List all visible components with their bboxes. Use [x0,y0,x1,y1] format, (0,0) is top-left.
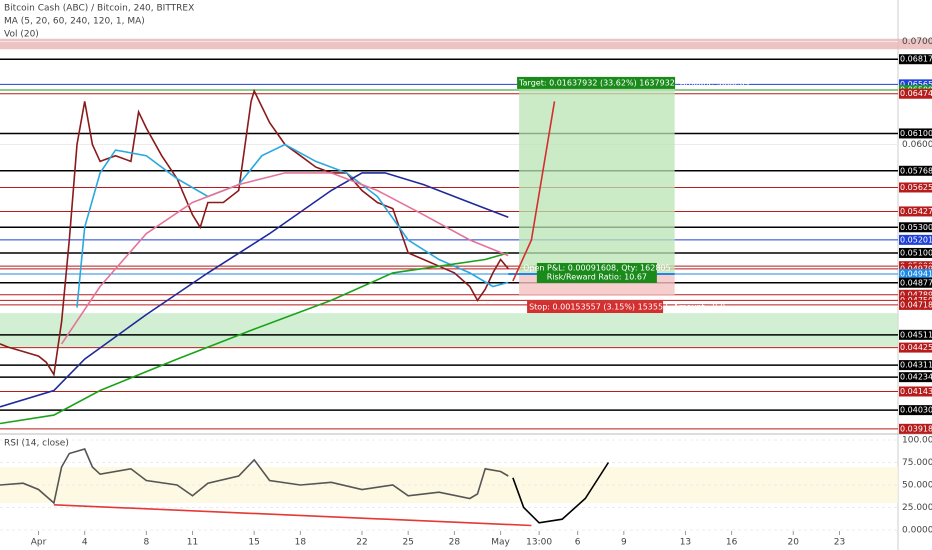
price-tag-label: 0.04511114 [900,330,932,339]
price-tag [899,263,932,274]
series-line [0,252,509,425]
price-tag-label: 0.04234051 [900,373,932,382]
x-tick-label: 20 [788,538,800,548]
pnl-box [536,262,657,283]
price-tag-label: 0.04718135 [900,300,932,309]
x-tick-label: 16 [726,538,738,548]
y-tick-label: 0.07000000 [902,37,932,47]
price-tag-label: 0.06565265 [900,80,932,89]
stop-box [527,301,664,314]
price-tag-label: 0.05427122 [900,207,932,216]
ratio-text: Risk/Reward Ratio: 10.67 [547,272,647,281]
price-tag-label: 0.04143997 [900,387,932,396]
price-tag-label: 0.04030000 [900,406,932,415]
x-tick-label: 8 [143,538,149,548]
price-tag-label: 0.03918634 [900,424,932,433]
price-tag-label: 0.04425885 [900,343,932,352]
price-tag-label: 0.05100000 [900,248,932,257]
price-tag [899,222,932,233]
x-tick-label: 15 [248,538,259,548]
x-tick-label: 4 [82,538,88,548]
price-tag [899,88,932,99]
price-tag [899,182,932,193]
x-tick-label: Apr [31,538,47,548]
target-text: Target: 0.01637932 (33.62%) 1637932, Amo… [518,78,750,87]
price-tag [899,289,932,300]
series-line [512,462,610,524]
stop-text: Stop: 0.00153557 (3.15%) 153557, Amount:… [529,303,725,312]
price-tag [899,247,932,258]
price-tag-label: 0.06474000 [900,89,932,98]
y-tick-label: 25.0000 [902,503,932,513]
y-tick-label: 75.0000 [902,458,932,468]
target-box [517,76,676,89]
target-zone [519,82,675,274]
price-tag [899,54,932,65]
series-line [0,88,509,377]
price-tag [899,423,932,434]
x-tick-label: 6 [575,538,581,548]
price-tag [899,165,932,176]
band [0,38,932,50]
x-tick-label: 25 [402,538,413,548]
price-tag-label: 0.04311206 [900,361,932,370]
series-line [0,448,509,505]
price-tag [899,206,932,217]
price-tag [899,329,932,340]
price-tag-label: 0.05768111 [900,166,932,175]
series-line [0,172,509,408]
price-tag [899,234,932,245]
price-tag-label: 0.04789999 [900,290,932,299]
price-tag-label: 0.06817530 [900,55,932,64]
x-tick-label: 13 [680,538,691,548]
x-tick-label: May [491,538,510,548]
price-tag-label: 0.04979931 [900,264,932,273]
y-tick-label: 100.00 [902,436,932,446]
price-tag-label: 0.04941880 [900,269,932,278]
y-tick-label: 0.0000 [902,526,932,536]
pnl-text: Open P&L: 0.00091608, Qty: 162805 [523,263,670,272]
series-line [512,101,556,282]
y-tick-label: 50.0000 [902,481,932,491]
series-line [53,504,532,527]
price-tag [899,268,932,279]
series-line [76,143,509,308]
price-tag [899,342,932,353]
x-tick-label: 22 [356,538,367,548]
x-tick-label: 11 [187,538,198,548]
price-tag-label: 0.05625697 [900,183,932,192]
price-tag-label: 0.04877142 [900,278,932,287]
price-tag-label: 0.06100001 [900,129,932,138]
price-tag [899,79,932,90]
price-tag [899,386,932,397]
price-tag [899,128,932,139]
vol-legend: Vol (20) [4,30,39,40]
price-tag-label: 0.05300000 [900,223,932,232]
chart-title: Bitcoin Cash (ABC) / Bitcoin, 240, BITTR… [4,4,194,14]
x-tick-label: 23 [834,538,845,548]
series-line [60,172,509,345]
x-tick-label: 13:00 [526,538,552,548]
x-tick-label: 18 [295,538,307,548]
band [0,467,898,503]
price-tag [899,277,932,288]
price-tag [899,372,932,383]
plot: 0.07000000 0.06000000 0.06817530 0.06565265… [0,37,932,548]
price-tag [899,299,932,310]
x-tick-label: 9 [621,538,627,548]
ma-legend: MA (5, 20, 60, 240, 120, 1, MA) [4,17,145,27]
price-tag [899,360,932,371]
y-tick-label: 0.06000000 [902,140,932,150]
band [0,313,898,347]
x-tick-label: 28 [449,538,461,548]
price-tag [899,405,932,416]
price-tag-label: 0.05201001 [900,235,932,244]
rsi-title: RSI (14, close) [4,439,69,449]
